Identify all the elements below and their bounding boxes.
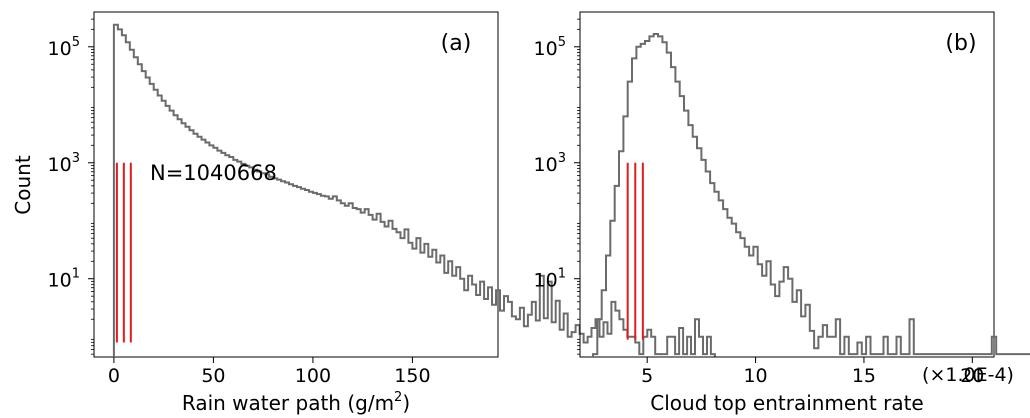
panel-a-annotation: N=1040668 [150, 161, 277, 185]
panel-a-x-tick-label-2: 100 [295, 365, 331, 387]
panel-a-xlabel: Rain water path (g/m2) [182, 390, 410, 415]
panel-a-xlabel-sup: 2 [394, 390, 402, 405]
panel-b-xlabel: Cloud top entrainment rate [650, 391, 923, 415]
panel-a-y-tick-label-0: 101 [48, 267, 80, 292]
panel-a-x-tick-label-0: 0 [108, 365, 120, 387]
panel-b-x-tick-label-1: 10 [743, 365, 767, 387]
panel-a-x-axis: 0 50 100 150 [108, 357, 431, 387]
panel-a-marks [112, 23, 716, 357]
panel-b-y-tick-label-0: 101 [534, 267, 566, 292]
panel-a-histogram-step [112, 23, 716, 357]
panel-a-y-axis: 101 103 105 [48, 18, 94, 355]
panel-b-x-tick-label-2: 15 [852, 365, 876, 387]
panel-b-y-tick-label-1: 103 [534, 151, 566, 176]
panel-a-plot-frame [93, 11, 499, 358]
panel-a-ylabel: Count [11, 155, 35, 215]
panel-b-x-offset-label: (×1.0E-4) [922, 364, 1014, 386]
panel-b-y-axis: 101 103 105 [534, 18, 580, 355]
panel-a-label: (a) [441, 31, 472, 56]
panel-a-x-tick-label-3: 150 [394, 365, 430, 387]
panel-a-x-tick-label-1: 50 [201, 365, 225, 387]
panel-b: 5 10 15 20 101 103 105 (b) (×1.0E-4) Cloud to… [534, 11, 1030, 415]
panel-b-y-tick-label-2: 105 [534, 35, 566, 60]
panel-a-xlabel-close: ) [402, 391, 410, 415]
panel-b-marks [592, 33, 1030, 357]
panel-b-plot-frame [579, 11, 995, 358]
panel-a-xlabel-main: Rain water path (g/m [182, 391, 394, 415]
panel-b-label: (b) [945, 31, 976, 56]
panel-b-x-tick-label-0: 5 [641, 365, 653, 387]
panel-a-y-tick-label-1: 103 [48, 151, 80, 176]
panel-b-x-axis: 5 10 15 20 [641, 357, 984, 387]
panel-b-x-tick-label-3: 20 [960, 365, 984, 387]
panel-a-y-tick-label-2: 105 [48, 35, 80, 60]
panel-b-histogram-step [592, 33, 1030, 357]
